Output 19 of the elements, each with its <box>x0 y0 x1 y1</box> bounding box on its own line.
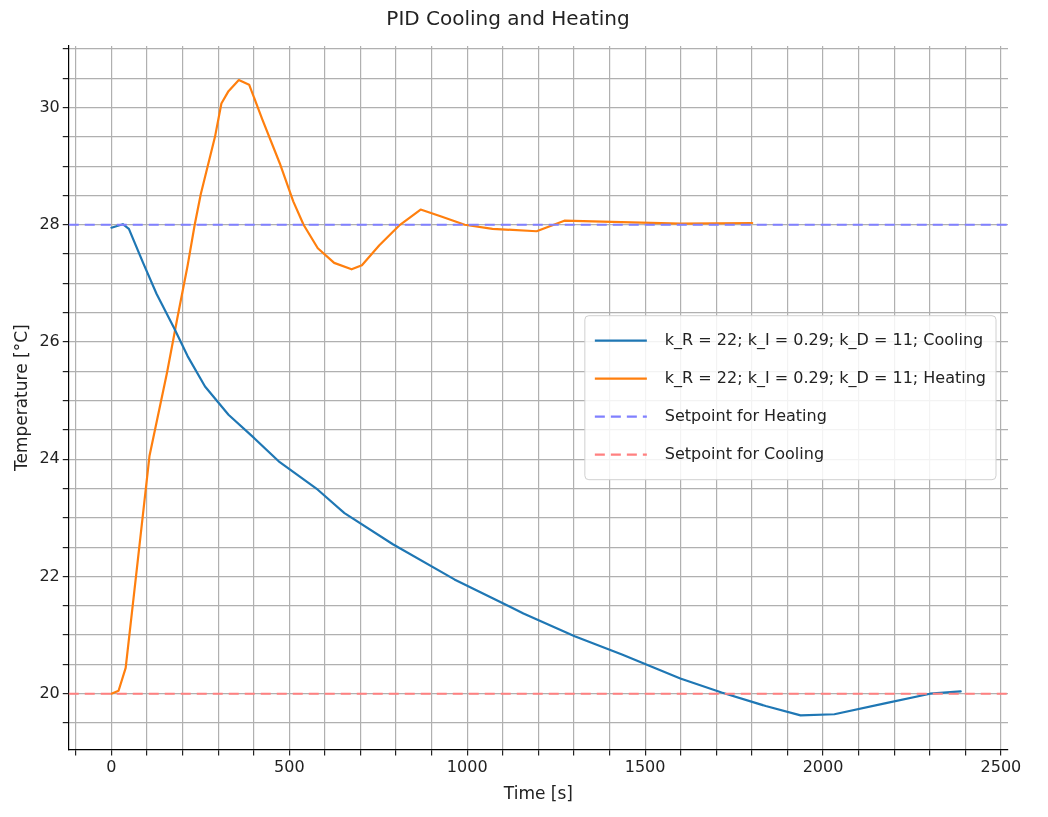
legend-label: k_R = 22; k_I = 0.29; k_D = 11; Cooling <box>664 329 984 350</box>
x-tick-label: 1500 <box>624 757 666 777</box>
legend-label: k_R = 22; k_I = 0.29; k_D = 11; Heating <box>664 367 986 388</box>
legend-label: Setpoint for Heating <box>664 405 827 425</box>
legend-label: Setpoint for Cooling <box>664 443 825 463</box>
x-tick-label: 2500 <box>980 757 1022 777</box>
y-tick-label: 20 <box>39 682 60 702</box>
y-tick-label: 30 <box>39 96 60 116</box>
x-tick-label: 0 <box>106 757 117 777</box>
y-tick-label: 26 <box>39 331 60 351</box>
y-tick-label: 28 <box>39 213 60 233</box>
chart-title: PID Cooling and Heating <box>386 6 630 31</box>
y-tick-label: 22 <box>39 565 60 585</box>
y-axis-title: Temperature [°C] <box>10 324 31 473</box>
x-tick-label: 1000 <box>446 757 488 777</box>
x-axis-title: Time [s] <box>502 783 573 804</box>
y-tick-label: 24 <box>39 448 60 468</box>
x-tick-label: 2000 <box>802 757 844 777</box>
x-tick-label: 500 <box>274 757 305 777</box>
